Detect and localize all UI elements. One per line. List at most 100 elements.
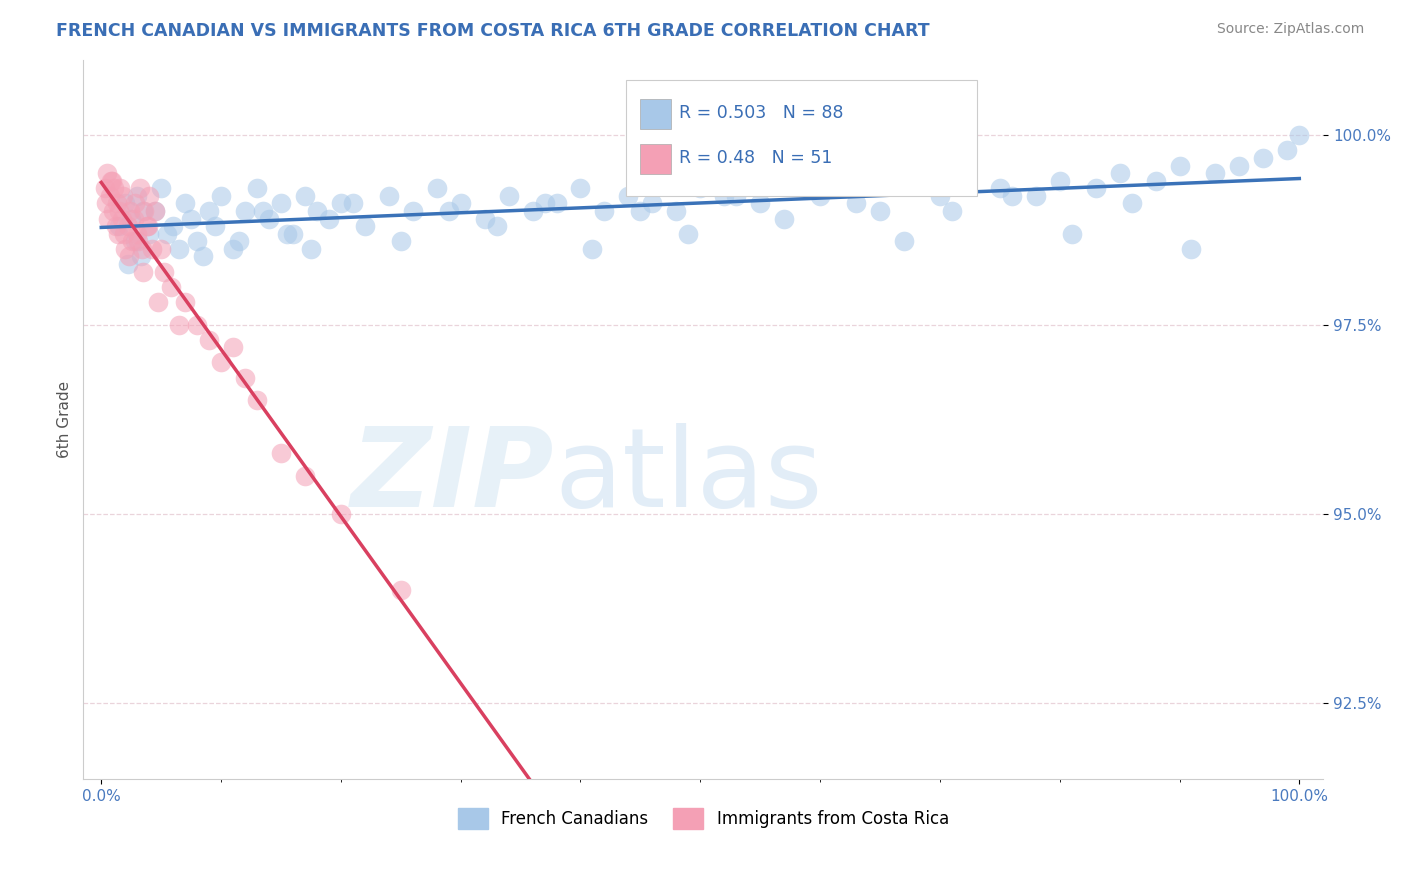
Point	[1288, 128, 1310, 143]
Point	[122, 211, 145, 226]
Point	[299, 242, 322, 256]
Point	[104, 219, 127, 234]
Point	[402, 204, 425, 219]
Point	[118, 204, 141, 219]
Point	[117, 257, 139, 271]
Legend: French Canadians, Immigrants from Costa Rica: French Canadians, Immigrants from Costa …	[451, 802, 956, 835]
Point	[120, 211, 142, 226]
Point	[1025, 189, 1047, 203]
Point	[127, 235, 149, 249]
Point	[426, 181, 449, 195]
Point	[111, 189, 134, 203]
Point	[270, 446, 292, 460]
Point	[167, 318, 190, 332]
Point	[143, 204, 166, 219]
Point	[713, 189, 735, 203]
Point	[110, 181, 132, 195]
Point	[96, 166, 118, 180]
Point	[159, 279, 181, 293]
Point	[124, 235, 146, 249]
Point	[533, 196, 555, 211]
Point	[641, 196, 664, 211]
Point	[117, 219, 139, 234]
Point	[270, 196, 292, 211]
Point	[167, 242, 190, 256]
Point	[128, 181, 150, 195]
Point	[118, 250, 141, 264]
Point	[953, 166, 976, 180]
Point	[94, 181, 117, 195]
Point	[150, 242, 173, 256]
Point	[294, 189, 316, 203]
Point	[1049, 174, 1071, 188]
Point	[198, 333, 221, 347]
Y-axis label: 6th Grade: 6th Grade	[58, 381, 72, 458]
Point	[437, 204, 460, 219]
Point	[773, 211, 796, 226]
Point	[498, 189, 520, 203]
Point	[127, 227, 149, 241]
Text: R = 0.48   N = 51: R = 0.48 N = 51	[679, 149, 832, 167]
Point	[1001, 189, 1024, 203]
Point	[134, 204, 156, 219]
Point	[725, 189, 748, 203]
Point	[581, 242, 603, 256]
Point	[832, 181, 855, 195]
Point	[132, 264, 155, 278]
Point	[1180, 242, 1202, 256]
Point	[1060, 227, 1083, 241]
Point	[191, 250, 214, 264]
Point	[904, 174, 927, 188]
Point	[124, 196, 146, 211]
Point	[209, 355, 232, 369]
Point	[127, 189, 149, 203]
Point	[108, 204, 131, 219]
Point	[101, 174, 124, 188]
Text: FRENCH CANADIAN VS IMMIGRANTS FROM COSTA RICA 6TH GRADE CORRELATION CHART: FRENCH CANADIAN VS IMMIGRANTS FROM COSTA…	[56, 22, 929, 40]
Point	[593, 204, 616, 219]
Point	[100, 174, 122, 188]
Point	[665, 204, 688, 219]
Point	[162, 219, 184, 234]
Point	[129, 250, 152, 264]
Point	[785, 174, 807, 188]
Point	[198, 204, 221, 219]
Point	[678, 227, 700, 241]
Point	[222, 242, 245, 256]
Point	[105, 196, 128, 211]
Point	[1144, 174, 1167, 188]
Point	[112, 227, 135, 241]
Point	[174, 196, 197, 211]
Point	[98, 189, 121, 203]
Point	[1108, 166, 1130, 180]
Point	[111, 211, 134, 226]
Point	[233, 204, 256, 219]
Point	[138, 189, 160, 203]
Point	[228, 235, 250, 249]
Point	[246, 393, 269, 408]
Point	[132, 204, 155, 219]
Point	[186, 318, 208, 332]
Point	[150, 181, 173, 195]
Point	[107, 227, 129, 241]
Point	[114, 242, 136, 256]
Point	[174, 294, 197, 309]
Point	[1168, 159, 1191, 173]
Point	[222, 340, 245, 354]
Point	[108, 219, 131, 234]
Point	[329, 507, 352, 521]
Point	[485, 219, 508, 234]
Text: ZIP: ZIP	[352, 424, 554, 531]
Point	[941, 204, 963, 219]
Point	[146, 294, 169, 309]
Text: Source: ZipAtlas.com: Source: ZipAtlas.com	[1216, 22, 1364, 37]
Point	[569, 181, 592, 195]
Text: R = 0.503   N = 88: R = 0.503 N = 88	[679, 104, 844, 122]
Point	[252, 204, 274, 219]
Point	[318, 211, 340, 226]
Point	[281, 227, 304, 241]
Point	[156, 227, 179, 241]
Point	[1253, 151, 1275, 165]
Point	[617, 189, 640, 203]
Point	[257, 211, 280, 226]
